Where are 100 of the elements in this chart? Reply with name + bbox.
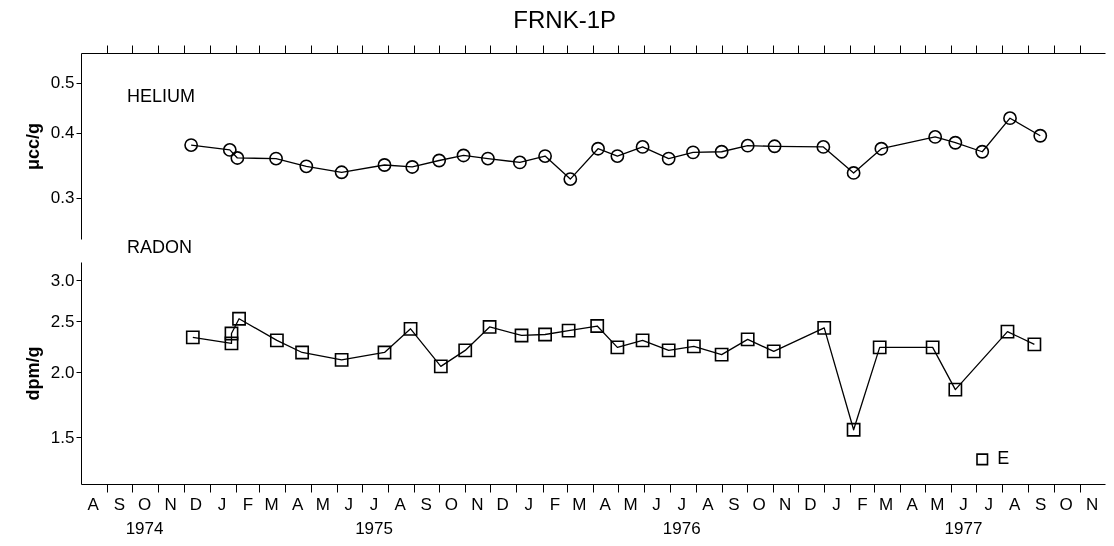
x-tick-label: J 1977: [944, 494, 983, 538]
point: [1033, 128, 1048, 143]
x-tick-label: M: [623, 494, 638, 514]
x-tick-label: S: [113, 494, 125, 514]
point: [224, 326, 239, 341]
x-tick-label: S: [728, 494, 740, 514]
point: [590, 319, 605, 333]
point: [563, 172, 578, 187]
point: [872, 340, 887, 355]
x-tick-label: D: [189, 494, 202, 514]
point: [377, 158, 392, 172]
x-tick-label: M: [878, 494, 894, 514]
x-tick-label: F: [857, 494, 868, 514]
x-tick-label: M: [930, 494, 945, 514]
point: [403, 321, 418, 336]
point: [433, 359, 448, 374]
x-tick-label: A: [291, 494, 304, 514]
point: [714, 347, 729, 362]
x-tick-label: A: [87, 494, 100, 514]
point: [635, 333, 650, 348]
x-tick-label: J: [344, 494, 354, 514]
point: [432, 153, 447, 168]
y-tick-label: 0.3: [50, 188, 75, 208]
y-tick-label: 3.0: [50, 270, 75, 290]
x-tick-label: S: [420, 494, 432, 514]
x-tick-label: N: [1085, 494, 1099, 514]
point: [874, 141, 889, 156]
point: [817, 320, 832, 335]
chart-title: FRNK-1P: [513, 5, 617, 33]
x-tick-label: D: [496, 494, 509, 514]
point: [714, 144, 729, 159]
x-tick-label: O: [444, 494, 459, 514]
point: [686, 339, 701, 354]
point: [975, 144, 990, 159]
x-tick-label: N: [779, 494, 792, 514]
point: [846, 166, 861, 180]
x-tick-label: O: [752, 494, 766, 514]
x-tick-label: N: [471, 494, 484, 514]
point: [686, 145, 700, 160]
point: [482, 320, 497, 334]
point: [1000, 324, 1015, 339]
point: [1003, 111, 1017, 126]
y-tick-label: 2.5: [50, 311, 75, 331]
point: [767, 139, 782, 154]
point: [610, 340, 625, 355]
x-tick-label: F: [242, 494, 254, 514]
point: [224, 336, 239, 351]
point: [232, 311, 246, 326]
point: [948, 135, 963, 150]
x-tick-label: M: [572, 494, 587, 514]
x-tick-label: O: [1059, 494, 1073, 514]
point: [846, 422, 861, 437]
point: [740, 332, 755, 347]
y-axis-title: μcc/g: [22, 122, 43, 171]
y-tick-label: 0.4: [50, 123, 75, 143]
series-label: HELIUM: [127, 86, 196, 106]
point: [405, 160, 420, 174]
point: [222, 143, 237, 157]
annotation: E: [997, 448, 1010, 469]
point: [925, 340, 940, 355]
point: [561, 323, 576, 338]
x-tick-label: M: [264, 494, 279, 514]
x-tick-label: J: [217, 494, 227, 514]
point: [458, 343, 473, 358]
point: [334, 165, 349, 180]
x-tick-label: A: [394, 494, 407, 514]
x-tick-label: N: [164, 494, 177, 514]
point: [269, 151, 283, 166]
point: [538, 327, 552, 342]
text: RADON: [127, 237, 193, 257]
point: [512, 155, 527, 170]
x-tick-label: J: [652, 494, 661, 514]
point: [766, 344, 781, 359]
x-tick-label: A: [1009, 494, 1022, 514]
point: [377, 345, 392, 360]
x-tick-label: M: [315, 494, 330, 514]
point: [1027, 337, 1042, 352]
point: [299, 159, 314, 174]
point: [591, 141, 605, 156]
point: [610, 149, 625, 163]
x-tick-label: A: [599, 494, 612, 514]
x-tick-label: O 1974: [125, 494, 164, 538]
point: [184, 138, 199, 153]
point: [538, 149, 552, 163]
point: [948, 382, 963, 397]
point: [185, 330, 200, 345]
x-tick-label: J: [524, 494, 534, 514]
x-tick-label: F: [549, 494, 561, 514]
point: [928, 130, 943, 144]
point: [514, 328, 529, 343]
y-axis-title: dpm/g: [22, 346, 43, 401]
x-tick-label: J 1975: [355, 494, 393, 538]
y-tick-label: 2.0: [50, 362, 75, 382]
point: [456, 148, 471, 163]
x-tick-label: A: [702, 494, 715, 514]
point: [269, 333, 284, 348]
x-tick-label: J 1976: [662, 494, 701, 538]
point: [334, 352, 349, 367]
y-tick-label: 0.5: [50, 73, 75, 93]
y-tick-label: 1.5: [50, 427, 75, 447]
